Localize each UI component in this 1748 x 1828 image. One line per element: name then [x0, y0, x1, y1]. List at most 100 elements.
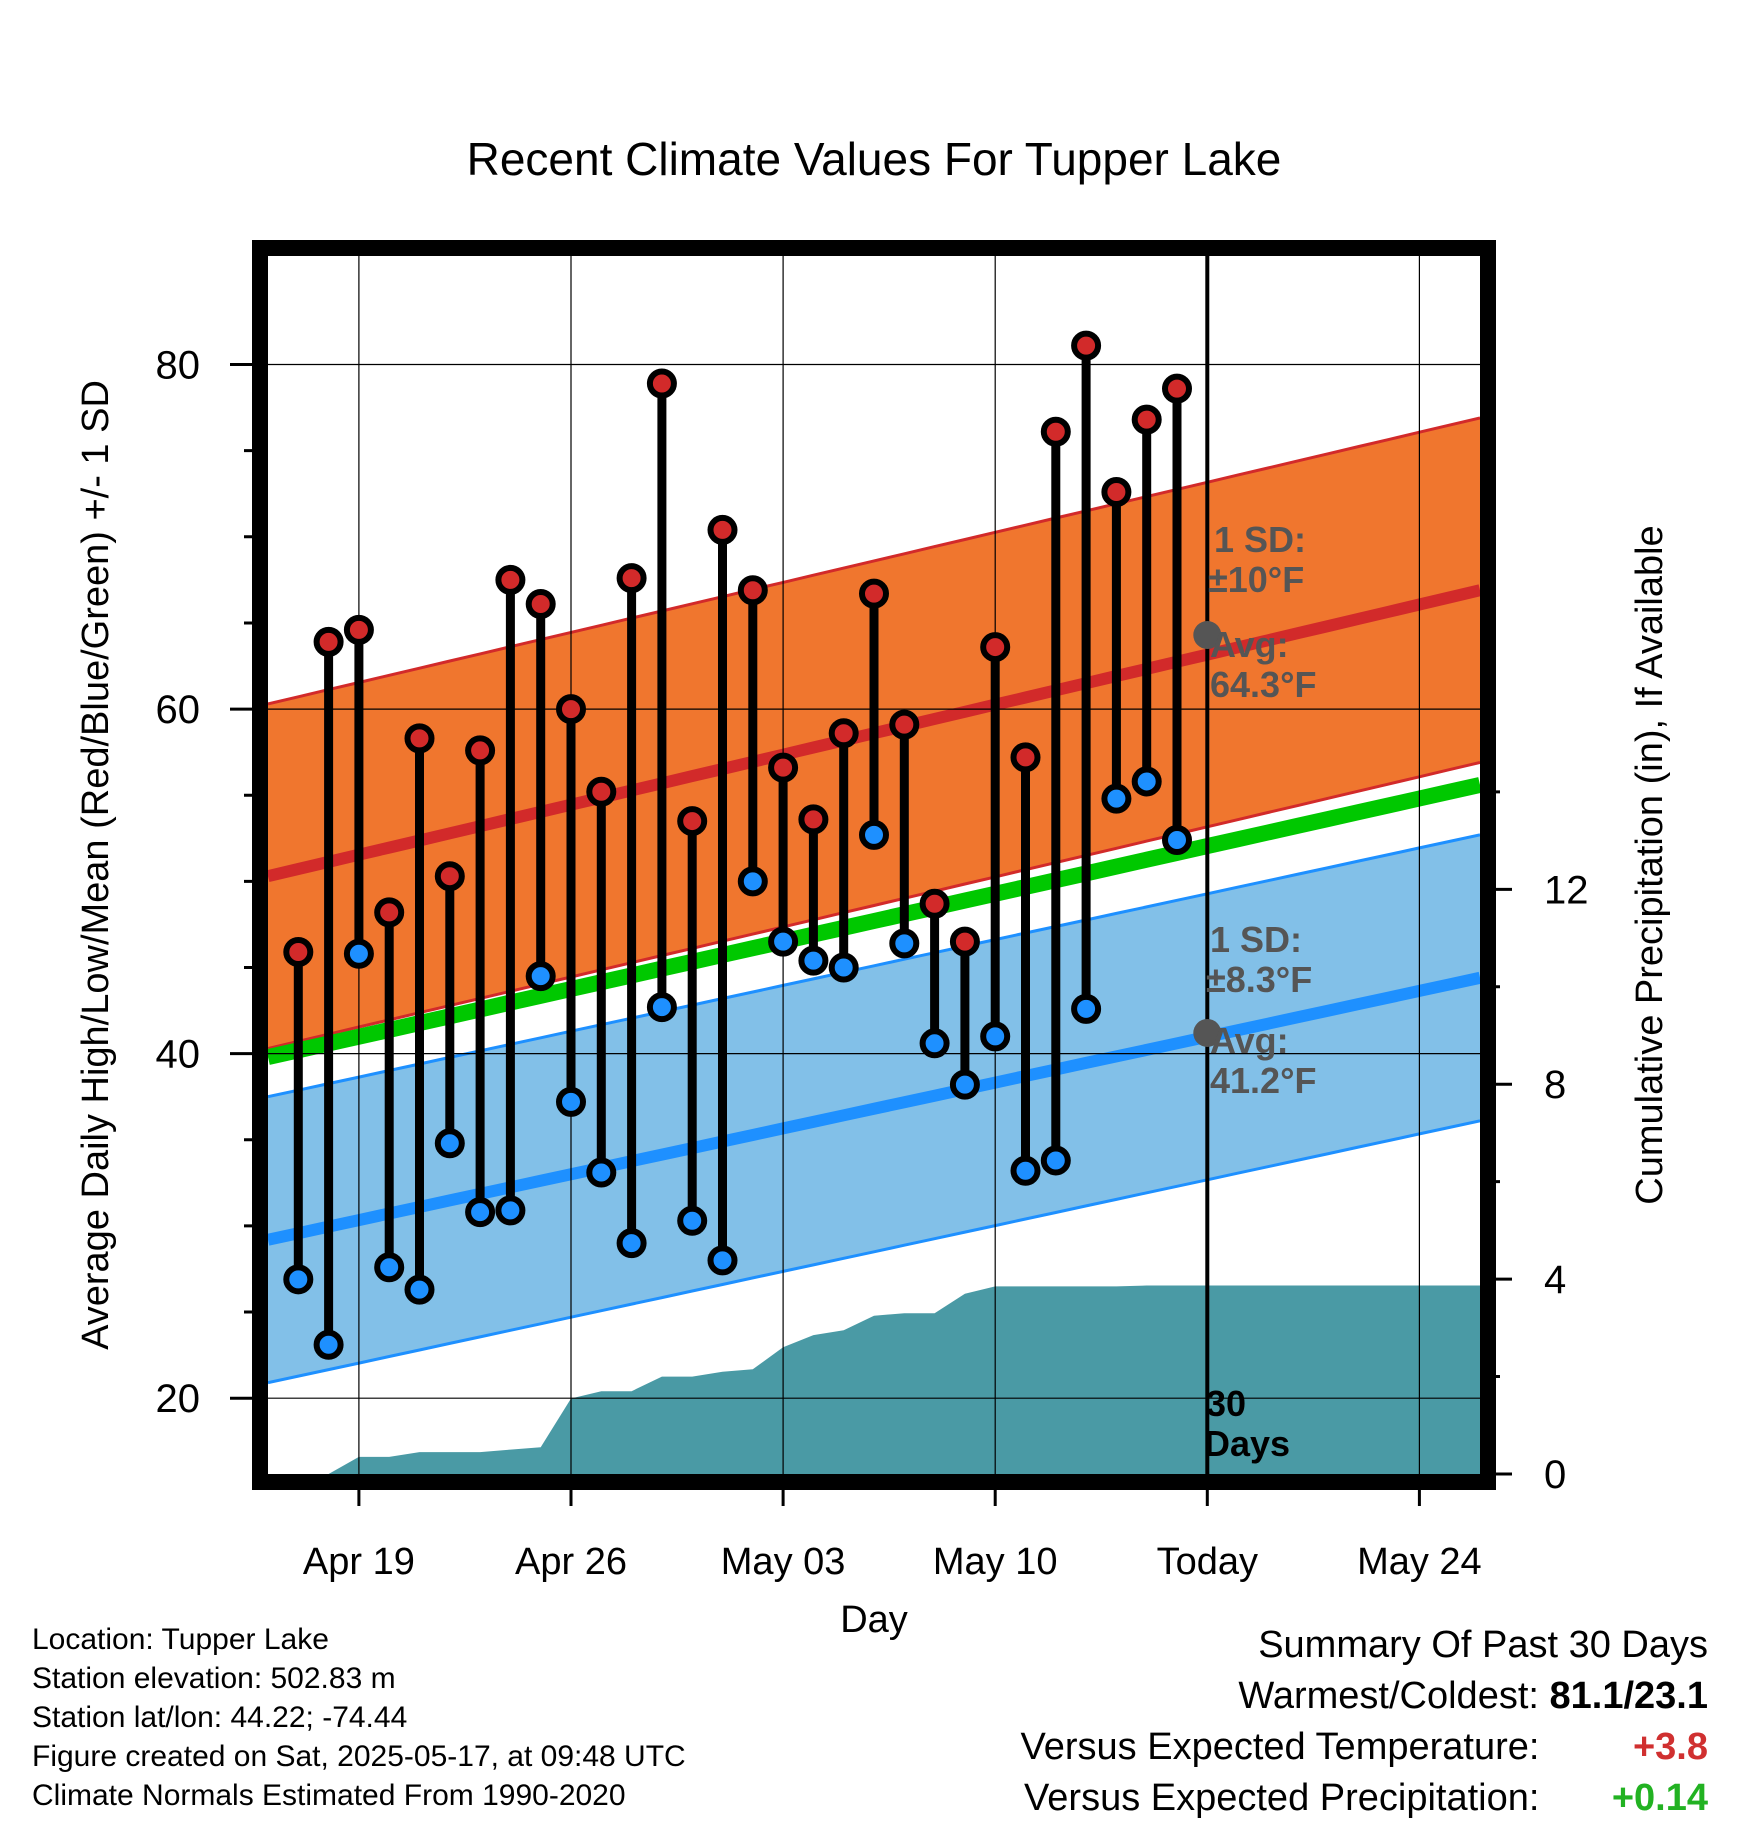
high-avg-label: Avg:	[1210, 624, 1289, 665]
x-tick-label: Apr 26	[515, 1541, 627, 1583]
low-sd-label: 1 SD:	[1210, 919, 1302, 960]
elevation-text: Station elevation: 502.83 m	[32, 1662, 396, 1695]
plot-content	[268, 256, 1480, 1474]
avg-mean-line	[268, 777, 1480, 1065]
normals-text: Climate Normals Estimated From 1990-2020	[32, 1779, 626, 1812]
precip-area	[298, 1285, 1480, 1474]
daily-high-point	[1131, 404, 1162, 435]
daily-high-point	[404, 723, 435, 754]
x-tick-label: Today	[1157, 1541, 1258, 1583]
warmest-label: Warmest/Coldest:	[1238, 1675, 1539, 1717]
chart-title: Recent Climate Values For Tupper Lake	[467, 133, 1282, 185]
daily-high-point	[828, 718, 859, 749]
precip-label: Versus Expected Precipitation:	[1024, 1777, 1540, 1819]
y2-tick-label: 8	[1544, 1063, 1566, 1107]
y-tick-label: 40	[156, 1033, 201, 1077]
high-sd-label: 1 SD:	[1214, 519, 1306, 560]
daily-high-point	[343, 614, 374, 645]
daily-high-point	[586, 776, 617, 807]
temp-label: Versus Expected Temperature:	[1020, 1726, 1540, 1768]
today-days-count: 30	[1206, 1383, 1246, 1424]
daily-low-point	[404, 1274, 435, 1305]
low-avg-value: 41.2°F	[1210, 1060, 1316, 1101]
daily-low-point	[919, 1028, 950, 1059]
y2-tick-label: 0	[1544, 1453, 1566, 1497]
summary-precip-row: Versus Expected Precipitation: +0.14	[1021, 1773, 1708, 1824]
high-sd-value: ±10°F	[1208, 559, 1304, 600]
daily-high-point	[1040, 416, 1071, 447]
warmest-value: 81.1/23.1	[1549, 1675, 1708, 1717]
summary-warmest-row: Warmest/Coldest: 81.1/23.1	[1021, 1671, 1708, 1722]
daily-high-point	[737, 575, 768, 606]
low-sd-lower-edge	[268, 1119, 1480, 1385]
daily-low-point	[949, 1069, 980, 1100]
daily-low-point	[343, 938, 374, 969]
x-tick-label: May 24	[1357, 1541, 1482, 1583]
daily-low-point	[737, 866, 768, 897]
daily-high-point	[525, 589, 556, 619]
y2-axis-label: Cumulative Precipitation (in), If Availa…	[1629, 525, 1671, 1204]
low-avg-label: Avg:	[1210, 1020, 1289, 1061]
latlon-text: Station lat/lon: 44.22; -74.44	[32, 1701, 408, 1734]
daily-high-point	[646, 368, 677, 399]
daily-low-point	[768, 926, 799, 957]
daily-high-point	[798, 804, 829, 835]
daily-low-point	[707, 1245, 738, 1276]
today-avg-low-point	[1193, 1018, 1222, 1047]
daily-low-point	[616, 1228, 647, 1259]
daily-low-point	[313, 1329, 344, 1360]
summary-panel: Summary Of Past 30 Days Warmest/Coldest:…	[1021, 1620, 1708, 1824]
high-sd-upper-edge	[268, 416, 1480, 706]
daily-high-point	[313, 626, 344, 657]
daily-high-point	[707, 514, 738, 545]
location-text: Location: Tupper Lake	[32, 1623, 329, 1656]
daily-low-point	[525, 961, 556, 992]
daily-high-point	[465, 735, 496, 766]
daily-low-point	[1071, 993, 1102, 1024]
x-tick-label: May 10	[933, 1541, 1058, 1583]
daily-low-point	[374, 1252, 405, 1283]
x-tick-label: May 03	[721, 1541, 846, 1583]
daily-high-point	[616, 563, 647, 594]
daily-high-point	[1101, 477, 1132, 508]
station-info: Location: Tupper Lake Station elevation:…	[32, 1620, 686, 1815]
y2-tick-label: 4	[1544, 1258, 1566, 1302]
daily-low-point	[434, 1128, 465, 1159]
daily-low-point	[283, 1264, 314, 1295]
daily-low-point	[1040, 1145, 1071, 1176]
high-sd-lower-edge	[268, 761, 1480, 1050]
daily-low-point	[495, 1195, 526, 1226]
today-avg-high-point	[1193, 621, 1222, 650]
summary-title: Summary Of Past 30 Days	[1258, 1624, 1708, 1666]
daily-low-point	[828, 952, 859, 983]
daily-high-point	[768, 752, 799, 783]
daily-high-point	[859, 578, 889, 609]
today-days-label: Days	[1204, 1423, 1290, 1464]
daily-low-point	[556, 1086, 586, 1117]
y-axis-label: Average Daily High/Low/Mean (Red/Blue/Gr…	[75, 380, 117, 1350]
daily-low-point	[1131, 766, 1162, 797]
daily-high-point	[283, 937, 314, 967]
daily-high-point	[434, 861, 465, 892]
plot-frame	[252, 240, 1496, 1490]
daily-low-point	[859, 819, 889, 850]
avg-low-line	[268, 971, 1480, 1246]
daily-low-point	[1010, 1155, 1041, 1186]
daily-high-point	[980, 632, 1011, 663]
daily-low-point	[677, 1205, 708, 1236]
low-sd-value: ±8.3°F	[1206, 959, 1312, 1000]
temp-value: +3.8	[1632, 1726, 1708, 1768]
y-tick-label: 80	[156, 344, 201, 388]
daily-low-point	[889, 928, 920, 959]
daily-low-point	[586, 1157, 617, 1188]
daily-high-point	[889, 709, 920, 740]
x-tick-label: Apr 19	[303, 1541, 415, 1583]
y2-tick-label: 12	[1544, 868, 1589, 912]
daily-high-point	[677, 806, 708, 837]
daily-low-point	[646, 992, 677, 1023]
daily-high-point	[1010, 742, 1041, 773]
summary-temp-row: Versus Expected Temperature: +3.8	[1021, 1722, 1708, 1773]
y-tick-label: 20	[156, 1377, 201, 1421]
